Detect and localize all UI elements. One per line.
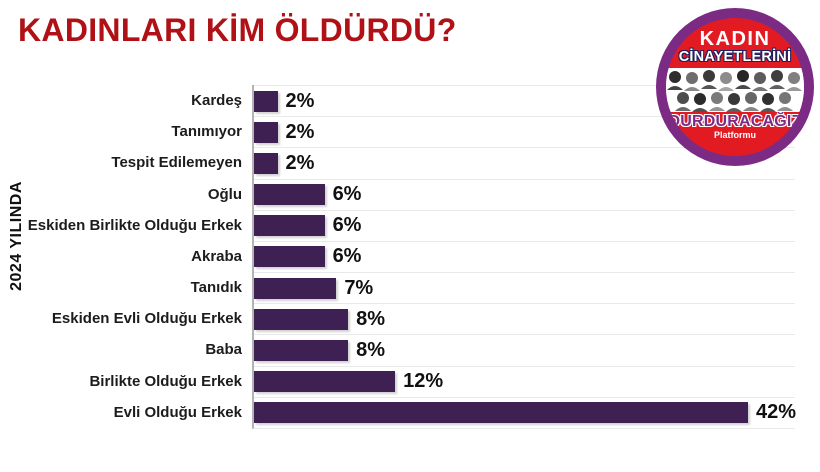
category-label: Kardeş [191,92,242,110]
chart-row: 42% [254,396,796,428]
category-label: Eskiden Birlikte Olduğu Erkek [27,216,242,234]
category-label: Evli Olduğu Erkek [113,403,242,421]
bar [254,152,278,174]
bar [254,90,278,112]
logo-text-platformu: Platformu [713,129,756,140]
category-label: Tespit Edilemeyen [111,154,242,172]
logo-inner-circle: KADIN CİNAYETLERİNİ [666,18,804,156]
category-label: Tanıdık [190,279,242,297]
chart-row: 8% [254,334,795,365]
category-label: Birlikte Olduğu Erkek [89,372,242,390]
value-label: 7% [344,276,374,299]
value-label: 6% [332,214,362,237]
bar [254,246,325,268]
category-label: Oğlu [207,185,242,203]
y-axis-year-label: 2024 YILINDA [8,181,25,291]
bar [254,339,349,361]
value-label: 12% [403,370,444,393]
logo-text-cinayetlerini: CİNAYETLERİNİ [678,49,792,65]
plot-area: 2% 2% 2% 6% 6% 6% 7% 8% 8% 12% 42% [252,85,796,429]
logo-text-kadin: KADIN [699,28,771,50]
category-label: Eskiden Evli Olduğu Erkek [51,310,242,328]
logo-text-durduracagiz: DURDURACAĞIZ [668,112,802,130]
bar [254,277,337,299]
kadin-cinayetlerini-durduracagiz-logo: KADIN CİNAYETLERİNİ [656,8,814,166]
chart-row: 6% [254,240,795,272]
category-label: Tanımıyor [171,123,242,141]
chart-row: 6% [254,178,795,210]
value-label: 2% [285,89,315,112]
chart-row: 12% [254,365,795,397]
bar [254,121,278,143]
women-faces-strip-image [666,67,804,112]
bar [254,215,325,237]
value-label: 8% [356,338,385,361]
bar [254,308,349,330]
value-label: 2% [285,120,315,143]
bar [254,402,748,424]
category-label: Baba [205,341,242,359]
chart-title: KADINLARI KİM ÖLDÜRDÜ? [18,12,457,48]
category-label: Akraba [191,247,242,265]
chart-row: 8% [254,303,795,334]
chart-row: 2% [254,116,795,147]
value-label: 2% [285,151,315,174]
value-label: 8% [356,307,385,330]
category-labels: Kardeş Tanımıyor Tespit Edilemeyen Oğlu Eski… [28,85,242,429]
chart-row: 6% [254,209,795,241]
chart-row: 2% [254,85,795,116]
bar [254,184,325,206]
value-label: 42% [755,401,796,424]
value-label: 6% [332,245,362,268]
chart-row: 7% [254,272,795,303]
chart-row: 2% [254,147,795,178]
bar [254,371,396,393]
value-label: 6% [332,183,362,206]
